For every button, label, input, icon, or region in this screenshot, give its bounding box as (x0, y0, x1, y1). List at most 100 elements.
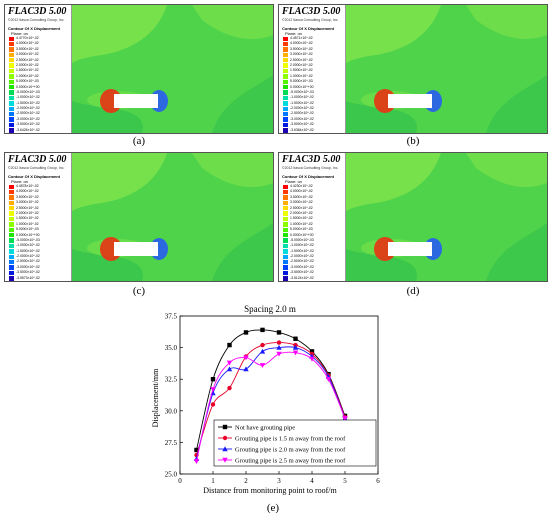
caption-b: (b) (406, 135, 420, 147)
legend-color-swatch (283, 276, 288, 281)
contour-region-lower-left (72, 101, 143, 133)
legend-color-swatch (283, 117, 288, 122)
legend-color-swatch (283, 58, 288, 63)
legend-level-label: -1.0000×10^-02 (290, 243, 314, 248)
plane-label: Plane: on (285, 179, 302, 184)
legend-color-swatch (283, 206, 288, 211)
software-title: FLAC3D 5.00 (8, 6, 67, 17)
legend-color-swatch (283, 90, 288, 95)
legend-level-label: -5.0000×10^-03 (290, 237, 314, 242)
data-point (210, 377, 216, 382)
legend-color-swatch (283, 68, 288, 74)
legend-row: -3.5000×10^-02 (283, 122, 343, 128)
legend-color-swatch (283, 189, 288, 195)
contour-panel-c: FLAC3D 5.00 ©2012 Itasca Consulting Grou… (4, 152, 274, 282)
legend-level-label: 3.0000×10^-02 (16, 200, 39, 205)
legend-color-swatch (9, 227, 14, 233)
legend-color-swatch (9, 85, 14, 90)
legend-level-label: -2.5000×10^-02 (16, 259, 40, 264)
legend-color-swatch (9, 184, 14, 189)
data-point (309, 349, 315, 354)
legend-row: 4.0000×10^-02 (9, 189, 69, 195)
legend-color-swatch (283, 254, 288, 259)
legend-row: -2.0000×10^-02 (283, 106, 343, 111)
legend-level-label: -2.0000×10^-02 (16, 106, 40, 111)
legend-color-swatch (283, 195, 288, 200)
legend-row: -1.5000×10^-02 (283, 101, 343, 106)
legend-row: 4.0000×10^-02 (283, 189, 343, 195)
field-svg (346, 153, 547, 281)
data-point (260, 342, 265, 348)
data-point (276, 330, 282, 335)
legend-level-label: -3.6426×10^-02 (16, 127, 40, 132)
legend-level-label: 2.0000×10^-02 (16, 210, 39, 215)
legend-color-swatch (9, 265, 14, 270)
contour-region-upper-left (72, 153, 167, 211)
legend-color-swatch (283, 259, 288, 265)
legend-level-label: 2.0000×10^-02 (290, 210, 313, 215)
legend-level-label: 4.4571×10^-02 (290, 35, 313, 40)
legend-color-swatch (283, 227, 288, 233)
legend-level-label: 1.5000×10^-02 (16, 216, 39, 221)
legend-level-label: -1.5000×10^-02 (16, 248, 40, 253)
legend-row: -5.0000×10^-03 (9, 90, 69, 95)
legend-level-label: -1.0000×10^-02 (290, 95, 314, 100)
legend-row: 2.0000×10^-02 (283, 63, 343, 68)
y-tick-label: 32.5 (165, 376, 178, 384)
contour-region-upper-right (466, 5, 547, 40)
caption-e: (e) (266, 502, 280, 514)
legend-color-swatch (283, 85, 288, 90)
legend-level-label: 4.4578×10^-02 (16, 183, 39, 188)
x-tick-label: 2 (244, 477, 248, 485)
legend-level-label: 3.5000×10^-02 (290, 46, 313, 51)
y-tick-label: 25.0 (165, 471, 178, 479)
legend-swatches: 4.4571×10^-02 4.0000×10^-02 3.5000×10^-02 3… (283, 36, 343, 133)
legend-color-swatch (9, 200, 14, 206)
legend-row: -2.0000×10^-02 (283, 254, 343, 259)
legend-row: 1.5000×10^-02 (9, 216, 69, 222)
legend-level-label: -2.5000×10^-02 (290, 111, 314, 116)
software-title: FLAC3D 5.00 (282, 6, 341, 17)
legend-level-label: 3.0000×10^-02 (290, 200, 313, 205)
legend-row: 0.0000×10^+00 (9, 233, 69, 238)
legend-level-label: -1.0000×10^-02 (16, 243, 40, 248)
legend-entry-label: Grouting pipe is 1.5 m away from the roo… (235, 436, 346, 443)
contour-region-lower-left (346, 101, 417, 133)
plane-label: Plane: on (11, 179, 28, 184)
legend-color-swatch (283, 95, 288, 101)
legend-color-swatch (9, 106, 14, 111)
displacement-field (346, 5, 547, 133)
tunnel-opening (388, 94, 432, 108)
contour-title: Contour Of X Displacement (282, 26, 335, 31)
series-line (196, 351, 346, 462)
legend-entry-label: Grouting pipe is 2.0 m away from the roo… (235, 447, 346, 454)
contour-region-lower-right (212, 223, 273, 281)
legend-level-label: -3.5000×10^-02 (290, 122, 314, 127)
legend-row: 3.5000×10^-02 (9, 195, 69, 200)
legend-color-swatch (283, 63, 288, 68)
legend-entry-label: Not have grouting pipe (235, 425, 295, 432)
legend-color-swatch (9, 216, 14, 222)
legend-color-swatch (283, 270, 288, 276)
series-line (196, 346, 346, 459)
legend-row: -2.0000×10^-02 (9, 106, 69, 111)
legend-level-label: -3.0000×10^-02 (16, 264, 40, 269)
legend-level-label: 3.5000×10^-02 (16, 194, 39, 199)
data-point (293, 336, 298, 341)
legend-color-swatch (283, 47, 288, 52)
legend-level-label: 5.0000×10^-03 (16, 79, 39, 84)
data-point (292, 350, 299, 356)
legend-color-swatch (9, 47, 14, 52)
legend-row: 2.5000×10^-02 (9, 58, 69, 63)
legend-color-swatch (283, 128, 288, 133)
legend-level-label: -3.5124×10^-02 (290, 275, 314, 280)
legend-row: 3.5000×10^-02 (9, 47, 69, 52)
legend-row: -5.0000×10^-03 (9, 238, 69, 243)
legend-row: 1.0000×10^-02 (283, 222, 343, 227)
legend-color-swatch (283, 184, 288, 189)
legend-level-label: -1.5000×10^-02 (16, 100, 40, 105)
legend-row: 3.5000×10^-02 (283, 195, 343, 200)
data-point (243, 355, 249, 361)
legend-row: -5.0000×10^-03 (283, 238, 343, 243)
x-tick-label: 4 (310, 477, 314, 485)
